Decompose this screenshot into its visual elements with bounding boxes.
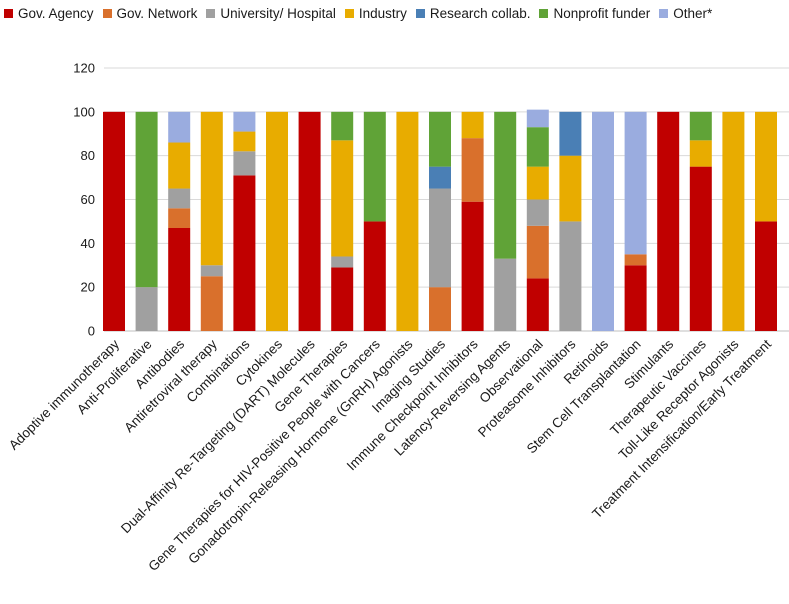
bar-segment bbox=[755, 111, 777, 222]
legend-item: Nonprofit funder bbox=[539, 6, 650, 21]
bar-segment bbox=[200, 111, 223, 266]
legend-label: University/ Hospital bbox=[220, 5, 336, 21]
bar-segment bbox=[233, 151, 256, 176]
bar-segment bbox=[526, 278, 549, 331]
legend-swatch bbox=[659, 8, 669, 18]
bar-segment bbox=[526, 166, 549, 200]
legend-item: Gov. Network bbox=[102, 5, 198, 21]
legend-swatch bbox=[4, 8, 13, 18]
bar-segment bbox=[526, 109, 549, 128]
bar-segment bbox=[624, 111, 647, 255]
bar-segment bbox=[135, 287, 158, 331]
bar-segment bbox=[559, 221, 582, 331]
bar-segment bbox=[722, 111, 745, 331]
y-tick-label: 120 bbox=[73, 61, 95, 76]
bar-segment bbox=[363, 221, 386, 331]
bar-segment bbox=[429, 188, 451, 288]
legend-item: Gov. Agency bbox=[4, 6, 94, 21]
legend-item: Research collab. bbox=[415, 5, 531, 21]
bar-segment bbox=[689, 111, 712, 141]
bar-segment bbox=[624, 254, 647, 266]
bar-segment bbox=[135, 111, 158, 288]
bar-segment bbox=[298, 111, 321, 331]
y-tick-label: 100 bbox=[73, 104, 95, 119]
bar-segment bbox=[200, 265, 223, 277]
bar-segment bbox=[331, 256, 354, 268]
y-tick-label: 60 bbox=[81, 192, 95, 207]
bar-segment bbox=[331, 140, 354, 257]
bar-segment bbox=[689, 140, 712, 167]
bar-segment bbox=[168, 208, 191, 228]
legend-label: Gov. Network bbox=[116, 5, 198, 21]
bar-segment bbox=[526, 225, 549, 279]
bar-segment bbox=[559, 155, 582, 222]
bar-segment bbox=[233, 111, 256, 132]
bar-segment bbox=[266, 111, 288, 331]
bar-segment bbox=[168, 188, 191, 209]
legend-swatch bbox=[539, 8, 549, 18]
legend-swatch bbox=[344, 8, 354, 18]
bar-segment bbox=[168, 111, 191, 143]
bar-segment bbox=[233, 131, 256, 152]
legend-label: Other* bbox=[673, 5, 713, 21]
legend-label: Gov. Agency bbox=[18, 5, 94, 21]
bar-segment bbox=[461, 138, 484, 202]
y-tick-label: 20 bbox=[81, 280, 95, 295]
bar-segment bbox=[103, 111, 125, 331]
bar-segment bbox=[331, 111, 354, 141]
bar-segment bbox=[396, 111, 419, 331]
legend-swatch bbox=[415, 8, 425, 18]
bar-segment bbox=[168, 227, 191, 331]
legend-label: Research collab. bbox=[429, 5, 531, 21]
legend-swatch bbox=[102, 8, 112, 18]
bar-segment bbox=[755, 221, 777, 331]
bar-segment bbox=[363, 111, 386, 222]
bar-segment bbox=[689, 166, 712, 331]
bar-segment bbox=[592, 111, 614, 331]
bar-segment bbox=[526, 199, 549, 226]
bar-segment bbox=[461, 111, 484, 139]
y-tick-label: 0 bbox=[88, 324, 95, 339]
legend-label: Nonprofit funder bbox=[553, 5, 651, 21]
bar-segment bbox=[494, 258, 517, 331]
legend-swatch bbox=[206, 8, 216, 18]
bar-segment bbox=[429, 111, 451, 167]
bar-segment bbox=[331, 267, 354, 331]
legend-label: Industry bbox=[358, 5, 407, 21]
bar-segment bbox=[559, 111, 582, 156]
bar-segment bbox=[494, 111, 517, 259]
legend-item: Industry bbox=[344, 5, 407, 21]
bar-segment bbox=[526, 127, 549, 167]
bar-segment bbox=[624, 265, 647, 331]
bar-segment bbox=[168, 142, 191, 189]
legend-item: Other* bbox=[659, 6, 712, 21]
bar-segment bbox=[461, 201, 484, 331]
y-tick-label: 40 bbox=[81, 236, 95, 251]
legend-item: University/ Hospital bbox=[206, 6, 336, 21]
bar-segment bbox=[233, 175, 256, 331]
bar-segment bbox=[429, 287, 451, 331]
bar-segment bbox=[429, 166, 451, 189]
bar-segment bbox=[657, 111, 680, 331]
y-tick-label: 80 bbox=[81, 148, 95, 163]
legend: Gov. Agency Gov. Network University/ Hospi… bbox=[4, 3, 789, 23]
bar-segment bbox=[200, 276, 223, 331]
